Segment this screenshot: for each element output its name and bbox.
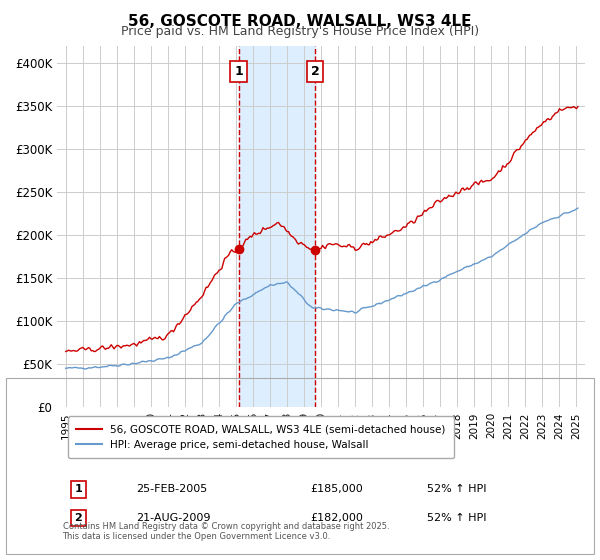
Text: 1: 1 [234,65,243,78]
Bar [239,46,315,407]
Legend: 56, GOSCOTE ROAD, WALSALL, WS3 4LE (semi-detached house), HPI: Average price, se: 56, GOSCOTE ROAD, WALSALL, WS3 4LE (semi… [68,417,454,458]
Text: 52% ↑ HPI: 52% ↑ HPI [427,513,486,523]
Text: 25-FEB-2005: 25-FEB-2005 [136,484,208,494]
Text: Price paid vs. HM Land Registry's House Price Index (HPI): Price paid vs. HM Land Registry's House … [121,25,479,38]
Text: 2: 2 [74,513,82,523]
Text: £182,000: £182,000 [311,513,364,523]
Text: Contains HM Land Registry data © Crown copyright and database right 2025.
This d: Contains HM Land Registry data © Crown c… [62,522,389,541]
Text: 56, GOSCOTE ROAD, WALSALL, WS3 4LE: 56, GOSCOTE ROAD, WALSALL, WS3 4LE [128,14,472,29]
Text: £185,000: £185,000 [311,484,364,494]
Text: 52% ↑ HPI: 52% ↑ HPI [427,484,486,494]
Text: 21-AUG-2009: 21-AUG-2009 [136,513,211,523]
Text: 1: 1 [74,484,82,494]
Text: 2: 2 [311,65,319,78]
